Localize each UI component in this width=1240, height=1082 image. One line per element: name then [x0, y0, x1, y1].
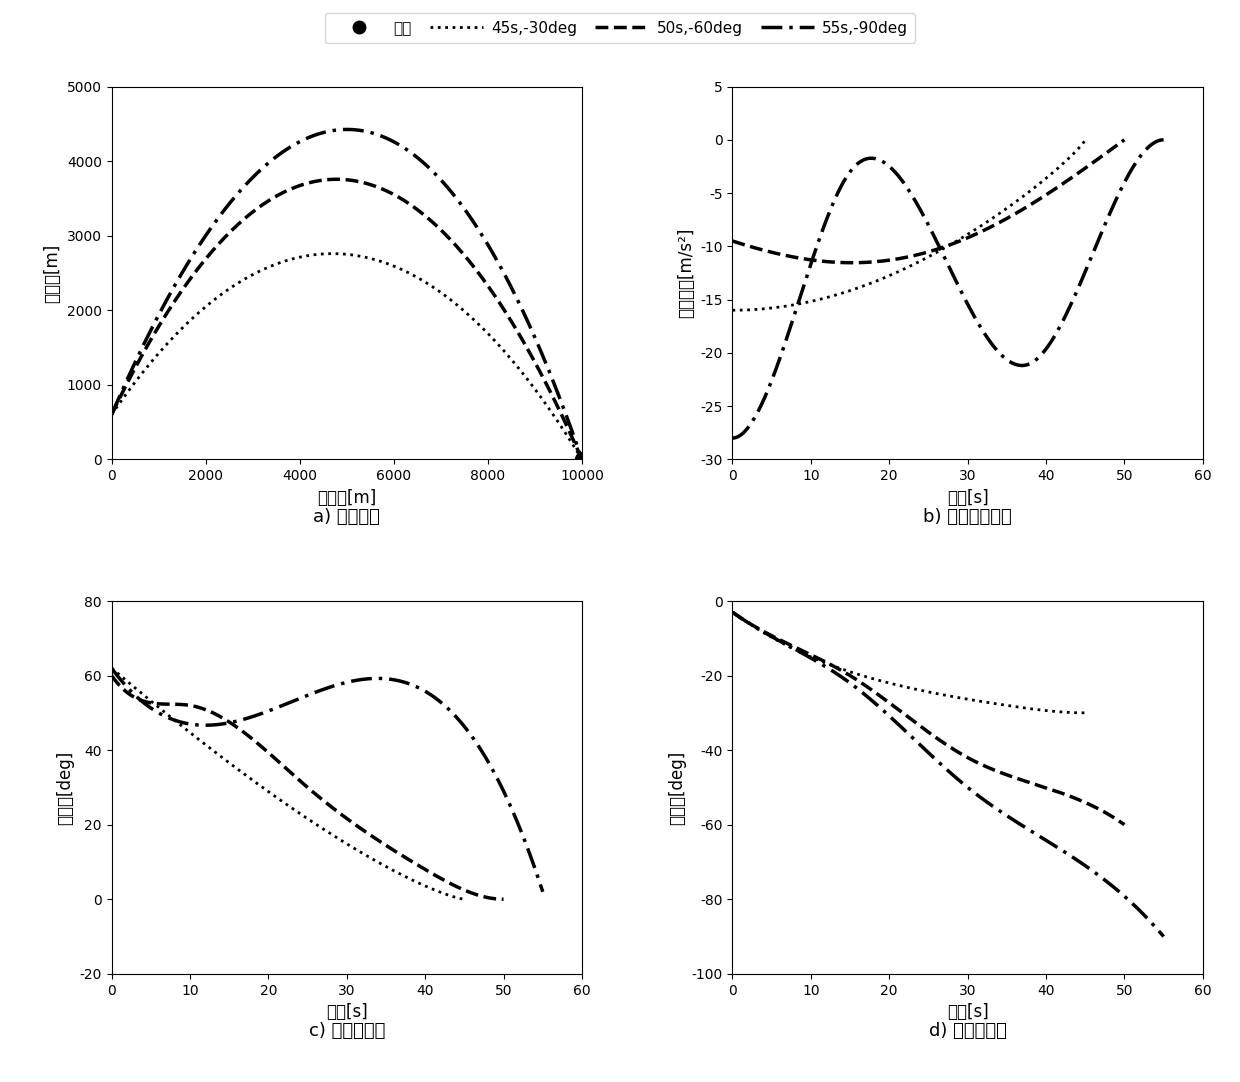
X-axis label: 横坐标[m]: 横坐标[m]	[317, 489, 377, 506]
Text: a) 飞行轨迹: a) 飞行轨迹	[314, 509, 381, 526]
Legend: 目标, 45s,-30deg, 50s,-60deg, 55s,-90deg: 目标, 45s,-30deg, 50s,-60deg, 55s,-90deg	[325, 13, 915, 43]
Text: c) 导弹前置角: c) 导弹前置角	[309, 1022, 384, 1041]
Text: d) 导弹视线角: d) 导弹视线角	[929, 1022, 1007, 1041]
X-axis label: 时间[s]: 时间[s]	[947, 489, 988, 506]
X-axis label: 时间[s]: 时间[s]	[947, 1003, 988, 1021]
Y-axis label: 制导指令[m/s²]: 制导指令[m/s²]	[677, 228, 694, 318]
Y-axis label: 前置角[deg]: 前置角[deg]	[56, 750, 74, 824]
Y-axis label: 纵坐标[m]: 纵坐标[m]	[43, 243, 61, 303]
Y-axis label: 视线角[deg]: 视线角[deg]	[668, 750, 686, 824]
X-axis label: 时间[s]: 时间[s]	[326, 1003, 367, 1021]
Text: b) 导弹制导指令: b) 导弹制导指令	[924, 509, 1012, 526]
